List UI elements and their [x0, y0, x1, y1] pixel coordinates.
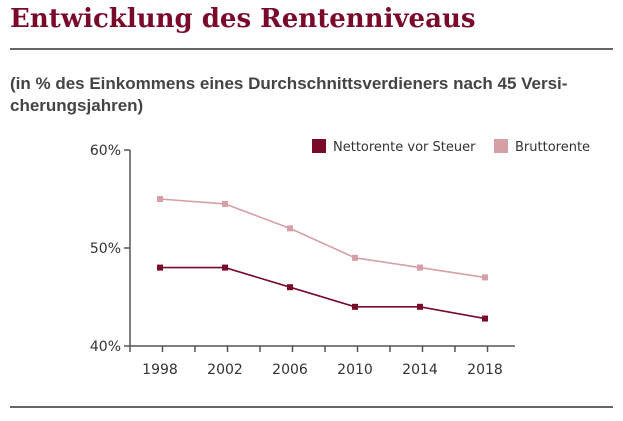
series-line-nettorente-vor-steuer — [160, 266, 486, 320]
x-tick-label-1998: 1998 — [142, 362, 178, 378]
y-tick-label-50: 50% — [90, 241, 121, 257]
data-point-nettorente-vor-steuer-2002 — [222, 264, 228, 271]
chart-subtitle: (in % des Einkommens eines Durchschnitts… — [10, 73, 610, 117]
data-point-bruttorente-2010 — [352, 254, 358, 261]
series-line-bruttorente — [159, 198, 486, 279]
legend: Nettorente vor Steuer Bruttorente — [312, 139, 590, 155]
data-point-nettorente-vor-steuer-1998 — [157, 264, 163, 271]
data-point-bruttorente-2002 — [222, 200, 228, 207]
legend-label-bruttorente: Bruttorente — [515, 140, 590, 155]
subtitle-line-2: cherungsjahren) — [10, 96, 144, 115]
x-tick-label-2010: 2010 — [337, 362, 373, 378]
x-tick-label-2018: 2018 — [467, 362, 503, 378]
data-point-nettorente-vor-steuer-2018 — [482, 315, 488, 322]
x-tick-label-2006: 2006 — [272, 362, 308, 378]
data-point-bruttorente-2014 — [417, 264, 423, 271]
data-point-nettorente-vor-steuer-2010 — [352, 303, 358, 310]
subtitle-line-1: (in % des Einkommens eines Durchschnitts… — [10, 74, 568, 93]
y-tick-label-60: 60% — [90, 143, 121, 159]
series-group — [157, 196, 488, 322]
data-point-bruttorente-1998 — [157, 196, 163, 202]
x-tick-label-2014: 2014 — [402, 362, 438, 378]
legend-label-nettorente-vor-steuer: Nettorente vor Steuer — [333, 140, 476, 155]
legend-swatch-bruttorente — [494, 139, 508, 153]
x-tick-label-2002: 2002 — [207, 362, 243, 378]
data-point-nettorente-vor-steuer-2006 — [287, 284, 293, 291]
data-point-bruttorente-2006 — [287, 225, 293, 232]
legend-swatch-nettorente-vor-steuer — [312, 139, 326, 153]
bottom-divider — [10, 406, 613, 408]
data-point-bruttorente-2018 — [482, 274, 488, 281]
axes: 40% 50% 60% 1998 2002 2006 2010 2014 2018 — [90, 143, 515, 378]
chart-title: Entwicklung des Rentenniveaus — [10, 4, 476, 34]
data-point-nettorente-vor-steuer-2014 — [417, 303, 423, 310]
y-tick-label-40: 40% — [90, 339, 121, 355]
top-divider — [10, 48, 613, 50]
